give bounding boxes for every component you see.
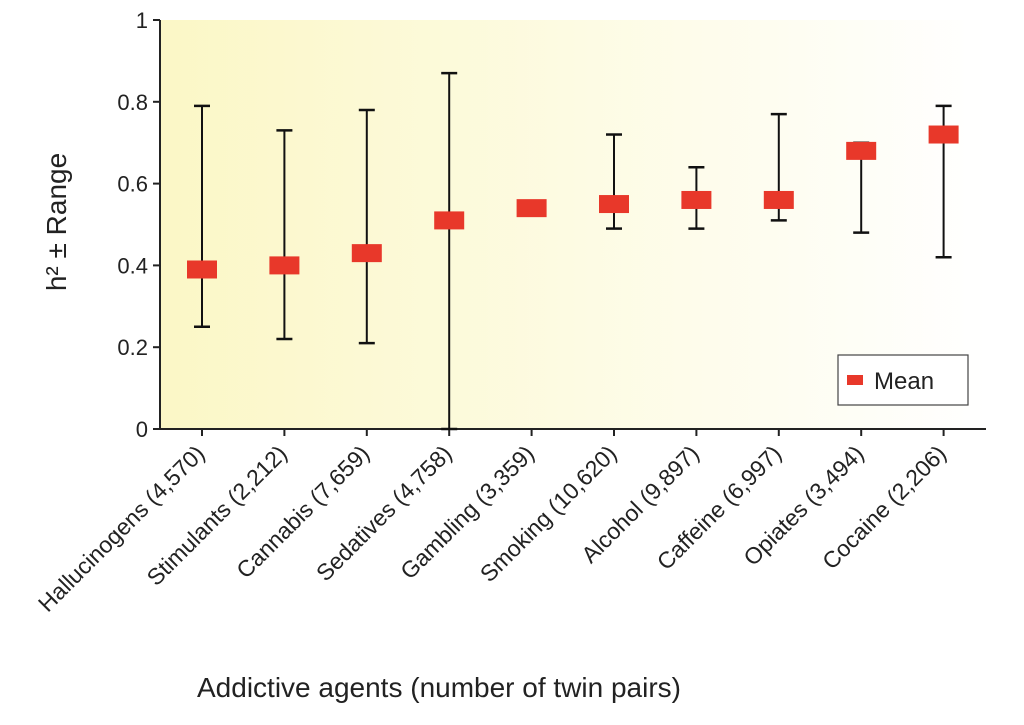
error-bar — [358, 108, 375, 345]
x-axis-title: Addictive agents (number of twin pairs) — [197, 672, 681, 703]
y-tick-label: 0.6 — [117, 172, 148, 197]
y-axis-title: h² ± Range — [41, 153, 72, 291]
x-tick-label: Smoking (10,620) — [475, 440, 622, 587]
y-tick-label: 0.4 — [117, 253, 148, 278]
mean-marker — [928, 125, 959, 144]
mean-marker — [681, 190, 712, 209]
error-bar — [276, 129, 293, 341]
y-tick-label: 1 — [136, 8, 148, 33]
mean-marker — [269, 256, 300, 275]
legend: Mean — [837, 354, 969, 406]
mean-marker — [434, 211, 465, 230]
legend-label: Mean — [874, 368, 934, 395]
mean-marker — [187, 260, 217, 279]
y-tick-label: 0.2 — [117, 335, 148, 360]
legend-swatch — [847, 375, 863, 385]
mean-marker — [516, 199, 547, 218]
y-tick-label: 0.8 — [117, 90, 148, 115]
error-bar — [441, 71, 458, 431]
y-tick-label: 0 — [136, 417, 148, 442]
x-tick-label: Hallucinogens (4,570) — [33, 440, 210, 617]
x-tick-label: Stimulants (2,212) — [142, 440, 292, 590]
data-marks — [187, 71, 959, 431]
mean-marker — [351, 244, 382, 263]
mean-marker — [763, 190, 794, 209]
mean-marker — [846, 141, 877, 160]
error-bar — [194, 104, 210, 328]
mean-marker — [599, 195, 629, 214]
